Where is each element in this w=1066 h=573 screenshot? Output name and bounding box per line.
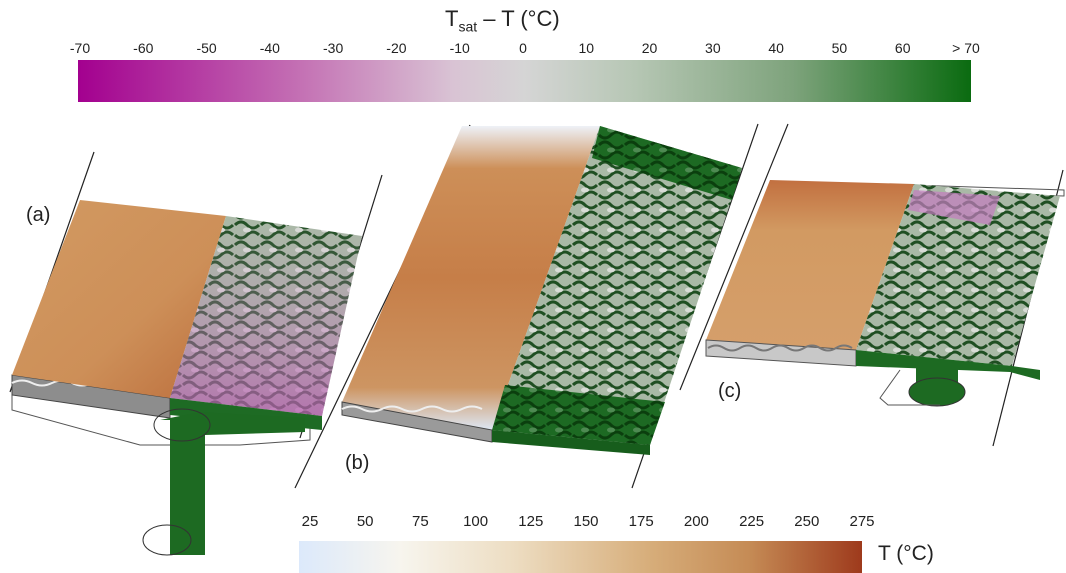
panel-c-geometry — [679, 123, 1065, 447]
bottom-colorbar-unit: T (°C) — [878, 542, 934, 565]
top-colorbar-tick-13: 60 — [894, 40, 911, 56]
top-colorbar-tick-1: -60 — [133, 40, 154, 56]
top-colorbar-title: Tsat – T (°C) — [445, 6, 560, 34]
bottom-colorbar-tick-10: 275 — [849, 513, 875, 530]
bottom-colorbar-tick-6: 175 — [628, 513, 654, 530]
panel-b-geometry — [294, 123, 759, 489]
bottom-colorbar-tick-7: 200 — [683, 513, 709, 530]
bottom-colorbar-tick-4: 125 — [518, 513, 544, 530]
panel-label-a: (a) — [26, 204, 51, 226]
top-colorbar — [78, 60, 971, 102]
top-colorbar-tick-6: -10 — [449, 40, 470, 56]
bottom-colorbar-tick-0: 25 — [301, 513, 319, 530]
bottom-colorbar-tick-1: 50 — [356, 513, 374, 530]
top-colorbar-tick-12: 50 — [831, 40, 848, 56]
panel-label-b: (b) — [345, 452, 370, 474]
top-colorbar-tick-5: -20 — [386, 40, 407, 56]
panel-a-geometry — [9, 151, 383, 556]
top-colorbar-ticks: -70 -60 -50 -40 -30 -20 -10 0 10 20 30 40 50 60 > 70 — [60, 40, 1000, 60]
top-colorbar-tick-11: 40 — [768, 40, 784, 56]
bottom-colorbar-tick-9: 250 — [794, 513, 820, 530]
top-title-sub: sat — [458, 18, 478, 35]
top-colorbar-tick-2: -50 — [196, 40, 217, 56]
top-colorbar-tick-8: 10 — [578, 40, 595, 56]
bottom-colorbar-tick-2: 75 — [412, 513, 429, 530]
top-colorbar-tick-0: -70 — [69, 40, 91, 56]
top-title-main: T — [445, 6, 459, 31]
top-colorbar-tick-4: -30 — [323, 40, 344, 56]
bottom-colorbar-tick-3: 100 — [463, 513, 489, 530]
panel-label-c: (c) — [718, 380, 742, 402]
top-colorbar-tick-10: 30 — [705, 40, 721, 56]
bottom-colorbar-tick-5: 150 — [573, 513, 599, 530]
top-colorbar-tick-3: -40 — [259, 40, 280, 56]
bottom-colorbar-ticks: 25 50 75 100 125 150 175 200 225 250 275 — [290, 513, 890, 533]
bottom-colorbar-tick-8: 225 — [739, 513, 765, 530]
bottom-colorbar — [299, 541, 862, 573]
top-colorbar-tick-7: 0 — [519, 40, 527, 56]
top-colorbar-tick-9: 20 — [641, 40, 658, 56]
top-title-rest: – T (°C) — [477, 6, 560, 31]
top-colorbar-tick-14: > 70 — [952, 40, 980, 56]
